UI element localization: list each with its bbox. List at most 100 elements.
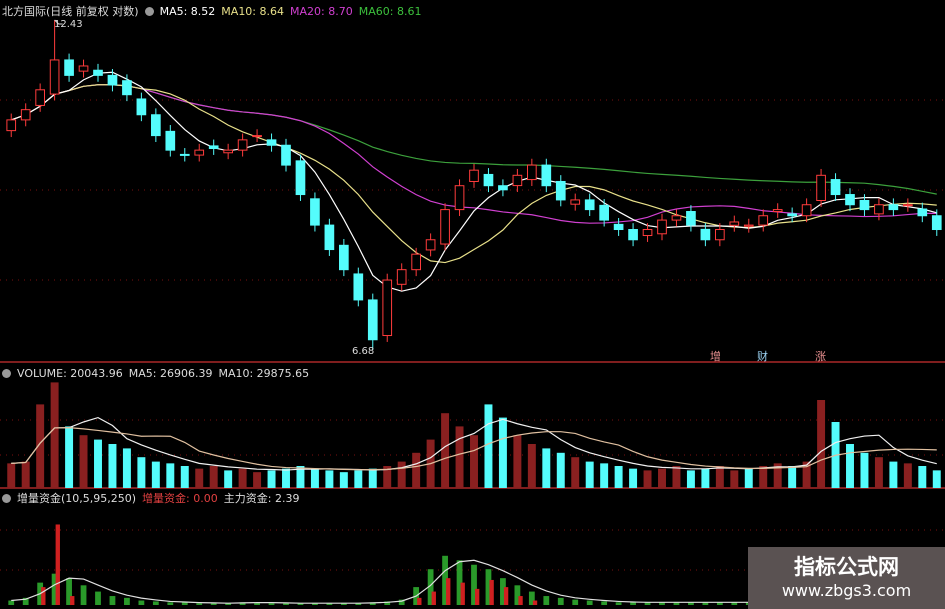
- price-header: 北方国际(日线 前复权 对数) MA5: 8.52 MA10: 8.64 MA20: …: [2, 3, 427, 19]
- candle: [628, 229, 638, 241]
- volume-bar: [860, 452, 869, 488]
- candle: [859, 200, 870, 211]
- volume-bar: [166, 463, 175, 488]
- watermark-title: 指标公式网: [794, 555, 899, 579]
- price-ma-lines: [11, 71, 937, 292]
- zhuli-bar: [471, 564, 477, 605]
- volume-bar: [932, 470, 941, 488]
- volume-bar: [600, 463, 609, 488]
- volume-bar: [195, 468, 204, 488]
- volume-bar: [383, 466, 392, 488]
- zhuli-bar: [109, 596, 116, 605]
- zhuli-bar: [80, 585, 87, 605]
- volume-bar: [817, 400, 826, 488]
- zhuli-bar: [630, 602, 636, 605]
- candle: [657, 219, 667, 235]
- candle: [758, 215, 769, 226]
- zhuli-bar: [340, 603, 347, 605]
- settings-icon[interactable]: [2, 369, 11, 378]
- volume-bar: [122, 448, 131, 488]
- high-marker: [54, 19, 63, 25]
- volume-bar: [368, 468, 377, 488]
- zhuli-bar: [210, 603, 217, 605]
- volume-bar: [282, 468, 290, 488]
- volume-bar: [267, 470, 276, 488]
- zhuli-bar: [326, 603, 333, 605]
- signal-zeng: 增: [710, 350, 721, 363]
- volume-bar: [759, 466, 768, 488]
- candle: [888, 204, 899, 211]
- zl-bar: [532, 600, 538, 605]
- zhuli-bar: [398, 599, 405, 605]
- candle: [584, 199, 595, 211]
- volume-bar: [79, 435, 88, 488]
- zhuli-value: 主力资金: 2.39: [223, 492, 300, 505]
- candle: [686, 211, 696, 226]
- volume-bar: [686, 470, 695, 488]
- volume-ma5-line: [11, 416, 937, 471]
- candle: [223, 149, 233, 154]
- zhuli-bar: [731, 602, 738, 605]
- candle: [715, 229, 725, 241]
- volume-value: VOLUME: 20043.96: [17, 367, 123, 380]
- candle: [179, 153, 190, 156]
- watermark-url: www.zbgs3.com: [781, 581, 912, 600]
- zl-bar: [41, 587, 46, 605]
- volume-bar: [50, 382, 59, 488]
- candle: [903, 204, 913, 207]
- zhuli-bar: [557, 597, 564, 605]
- zl-bar: [446, 578, 451, 605]
- zhuli-bar: [283, 603, 289, 605]
- zl-bar: [431, 591, 436, 605]
- candle: [6, 119, 17, 132]
- candle: [527, 164, 537, 181]
- settings-icon[interactable]: [2, 494, 11, 503]
- volume-bar: [715, 466, 724, 488]
- zhuli-bar: [644, 602, 651, 605]
- volume-bar: [614, 466, 623, 488]
- candle: [194, 149, 205, 156]
- candle: [396, 269, 407, 285]
- zhuli-bar: [543, 596, 550, 605]
- volume-bar: [137, 457, 146, 488]
- candle: [498, 185, 508, 191]
- volume-bar: [441, 413, 450, 488]
- volume-bar: [310, 468, 319, 488]
- zhuli-bar: [124, 597, 130, 605]
- zhuli-bar: [615, 602, 622, 605]
- zhuli-bar: [456, 560, 463, 605]
- volume-bar: [643, 470, 652, 488]
- candle: [570, 199, 581, 205]
- zhuli-bar: [254, 602, 260, 605]
- candle: [555, 180, 566, 201]
- candle: [78, 65, 89, 72]
- candle: [411, 253, 421, 271]
- volume-bar: [802, 461, 811, 488]
- zhuli-bar: [138, 600, 145, 605]
- volume-bars: [7, 382, 941, 488]
- volume-bar: [701, 468, 710, 488]
- ma10-value: MA10: 8.64: [221, 5, 285, 18]
- volume-bar: [498, 417, 507, 488]
- chart-title: 北方国际(日线 前复权 对数): [2, 5, 139, 18]
- zhuli-bar: [167, 602, 174, 605]
- candle: [830, 179, 841, 196]
- zhuli-bar: [369, 602, 376, 605]
- volume-bar: [889, 461, 898, 488]
- candle: [151, 114, 161, 137]
- volume-bar: [903, 463, 912, 488]
- candle: [469, 169, 479, 182]
- ma10-line: [11, 84, 937, 264]
- volume-bar: [209, 466, 218, 488]
- volume-bar: [788, 466, 797, 488]
- settings-icon[interactable]: [144, 7, 154, 16]
- zhuli-bar: [485, 569, 492, 605]
- volume-bar: [846, 444, 854, 488]
- candle: [729, 221, 740, 226]
- volume-bar: [65, 426, 74, 488]
- volume-bar: [224, 470, 233, 488]
- signal-zhang: 涨: [815, 350, 826, 363]
- ma20-value: MA20: 8.70: [290, 5, 353, 18]
- zhuli-bar: [572, 599, 579, 605]
- volume-bar: [7, 463, 16, 488]
